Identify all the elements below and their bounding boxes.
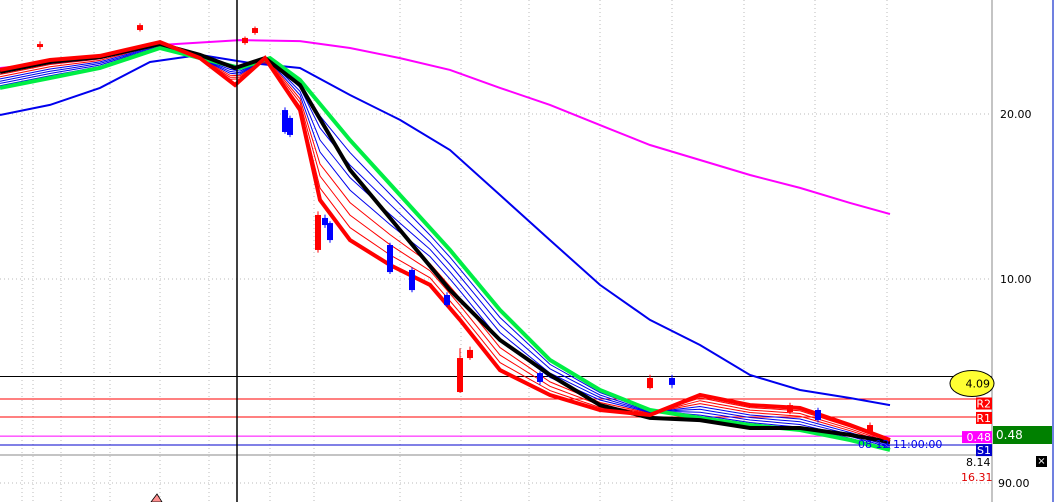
candle-body [444,295,450,306]
right-edge-strip [1052,0,1054,502]
candle-body [669,378,675,385]
level-label: 0.48 [967,431,992,444]
candle-body [787,405,793,412]
candle-body [287,117,293,135]
level-label: R1 [976,412,991,425]
candle-body [327,223,333,241]
candle-body [282,110,288,132]
candle-body [242,37,248,44]
candle-body [457,358,463,393]
close-pane-button[interactable]: × [1036,456,1047,467]
level-label-bg [962,431,992,444]
lower-pane-axis-label: 90.00 [998,477,1030,490]
level-label-bg [976,411,992,424]
candle-body [37,44,43,48]
level-label-bg [976,444,992,457]
series-line [0,53,891,407]
timestamp-label: 08 12 11:00:00 [858,438,942,451]
candle-body [647,378,653,389]
candle-body [252,28,258,33]
level-label: R2 [976,398,991,411]
candle-body [537,373,543,382]
level-label: 4.09 [966,378,991,391]
candle-body [467,349,473,359]
candle-body [315,214,321,250]
candle-body [322,217,328,226]
level-label-bg [976,397,992,410]
arrow-marker-icon [150,493,163,502]
series-line [0,45,891,452]
level-ellipse [949,370,995,398]
moving-average-fan-line [0,45,891,447]
candle-body [137,25,143,31]
series-line [0,39,891,215]
y-tick-label: 20.00 [1000,108,1032,121]
candle-body [409,269,415,291]
series-line [0,40,891,442]
candle-body [387,245,393,273]
candle-body [815,410,821,421]
y-tick-label: 10.00 [1000,273,1032,286]
current-price-label: 0.48 [996,428,1023,442]
lower-pane-value-2: 16.31 [961,471,993,484]
candle-body [867,425,873,432]
moving-average-fan-line [0,46,891,450]
level-label: S1 [977,444,991,457]
current-price-box [993,426,1052,444]
lower-pane-value-1: 8.14 [966,456,991,469]
